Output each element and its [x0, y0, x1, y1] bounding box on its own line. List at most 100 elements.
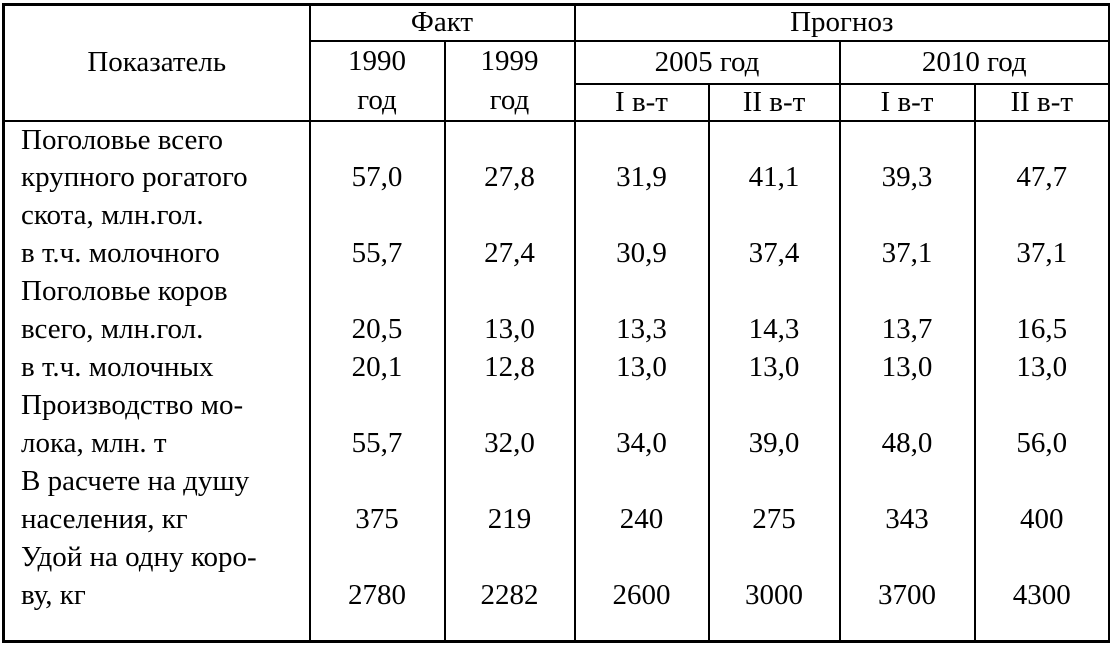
value-cell-r3-c5: 13,0	[973, 348, 1110, 387]
row-label: В расчете на душу	[2, 462, 311, 501]
value-cell-r2-c4: 13,7	[838, 310, 976, 349]
spacer-cell	[973, 614, 1110, 642]
row-label: в т.ч. молочного	[2, 234, 311, 273]
table-row-line: Поголовье коров	[2, 272, 1110, 311]
value-cell-r6-c1	[443, 538, 576, 577]
table-row-line: скота, млн.гол.	[2, 196, 1110, 235]
spacer-cell	[707, 614, 841, 642]
value-cell-r0-c3: 41,1	[707, 158, 841, 197]
row-label: населения, кг	[2, 500, 311, 539]
value-cell-r6-c3	[707, 538, 841, 577]
value-cell-r6-c5	[973, 538, 1110, 577]
header-row-years: 1990 год 1999 год 2005 год 2010 год	[4, 39, 1110, 122]
value-cell-r4-c4	[838, 386, 976, 425]
value-cell-r1-c5: 37,1	[973, 234, 1110, 273]
table-row-line: населения, кг 375 219 240 275 343 400	[2, 500, 1110, 539]
header-row-groups: Показатель Факт Прогноз	[2, 3, 1110, 122]
value-cell-r2-c3: 14,3	[707, 310, 841, 349]
header-variant-2005-1: I в-т	[573, 82, 710, 122]
value-cell-r2-c0: 20,5	[308, 310, 446, 349]
value-cell-r6-c2	[573, 538, 710, 577]
value-cell-r5-c0	[308, 462, 446, 501]
header-variant-2005-2: II в-т	[707, 82, 841, 122]
value-cell-r0-c1: 27,8	[443, 158, 576, 197]
value-cell-r5-c1: 219	[443, 500, 576, 539]
table-row-line: В расчете на душу	[2, 462, 1110, 501]
value-cell-r2-c1: 13,0	[443, 310, 576, 349]
value-cell-r3-c4: 13,0	[838, 348, 976, 387]
value-cell-r0-c4	[838, 120, 976, 159]
value-cell-r4-c2	[573, 386, 710, 425]
table-row-line: ву, кг 2780 2282 2600 3000 3700 4300	[2, 576, 1110, 615]
table-row-line: лока, млн. т 55,7 32,0 34,0 39,0 48,0 56,0	[2, 424, 1110, 463]
value-cell-r1-c2: 30,9	[573, 234, 710, 273]
value-cell-r0-c3	[707, 196, 841, 235]
value-cell-r0-c1	[443, 120, 576, 159]
value-cell-r0-c2	[573, 196, 710, 235]
value-cell-r0-c5	[973, 120, 1110, 159]
row-label: Производство мо-	[2, 386, 311, 425]
header-variant-2010-1: I в-т	[838, 82, 976, 122]
row-label: Поголовье коров	[2, 272, 311, 311]
value-cell-r5-c4: 343	[838, 500, 976, 539]
table-row-line: Поголовье всего	[2, 120, 1110, 159]
spacer-cell	[838, 614, 976, 642]
spacer-cell	[2, 614, 311, 642]
value-cell-r2-c4	[838, 272, 976, 311]
row-label: Удой на одну коро-	[2, 538, 311, 577]
value-cell-r0-c0	[308, 196, 446, 235]
header-year-1990: 1990 год	[308, 39, 446, 122]
value-cell-r6-c0: 2780	[308, 576, 446, 615]
value-cell-r0-c5: 47,7	[973, 158, 1110, 197]
value-cell-r0-c4	[838, 196, 976, 235]
value-cell-r0-c0	[308, 120, 446, 159]
value-cell-r0-c2: 31,9	[573, 158, 710, 197]
value-cell-r6-c4: 3700	[838, 576, 976, 615]
table-row-line: Удой на одну коро-	[2, 538, 1110, 577]
value-cell-r5-c3: 275	[707, 500, 841, 539]
value-cell-r4-c5	[973, 386, 1110, 425]
value-cell-r4-c5: 56,0	[973, 424, 1110, 463]
spacer-cell	[573, 614, 710, 642]
data-table: Показатель Факт Прогноз 1990 год 1999 го…	[2, 3, 1110, 643]
value-cell-r0-c5	[973, 196, 1110, 235]
value-cell-r5-c2	[573, 462, 710, 501]
table-header: Показатель Факт Прогноз 1990 год 1999 го…	[2, 3, 1110, 122]
value-cell-r4-c0	[308, 386, 446, 425]
value-cell-r5-c2: 240	[573, 500, 710, 539]
value-cell-r6-c2: 2600	[573, 576, 710, 615]
header-year-2005: 2005 год	[573, 39, 841, 85]
value-cell-r4-c1	[443, 386, 576, 425]
value-cell-r0-c3	[707, 120, 841, 159]
row-label: скота, млн.гол.	[2, 196, 311, 235]
value-cell-r5-c0: 375	[308, 500, 446, 539]
value-cell-r5-c5	[973, 462, 1110, 501]
header-year-2010: 2010 год	[838, 39, 1110, 85]
table-row-line: в т.ч. молочных 20,1 12,8 13,0 13,0 13,0 13,0	[2, 348, 1110, 387]
value-cell-r2-c5: 16,5	[973, 310, 1110, 349]
table-row-line: Производство мо-	[2, 386, 1110, 425]
value-cell-r1-c0: 55,7	[308, 234, 446, 273]
value-cell-r3-c3: 13,0	[707, 348, 841, 387]
value-cell-r2-c5	[973, 272, 1110, 311]
value-cell-r1-c1: 27,4	[443, 234, 576, 273]
row-label: всего, млн.гол.	[2, 310, 311, 349]
header-year-1999: 1999 год	[443, 39, 576, 122]
spacer-cell	[308, 614, 446, 642]
row-label: лока, млн. т	[2, 424, 311, 463]
table-row-line: в т.ч. молочного 55,7 27,4 30,9 37,4 37,1 37,1	[2, 234, 1110, 273]
spacer-cell	[443, 614, 576, 642]
value-cell-r4-c3: 39,0	[707, 424, 841, 463]
value-cell-r2-c2: 13,3	[573, 310, 710, 349]
value-cell-r3-c0: 20,1	[308, 348, 446, 387]
value-cell-r0-c0: 57,0	[308, 158, 446, 197]
bottom-spacer-row	[2, 614, 1110, 642]
header-fact: Факт	[308, 3, 576, 42]
value-cell-r5-c3	[707, 462, 841, 501]
row-label: в т.ч. молочных	[2, 348, 311, 387]
value-cell-r6-c3: 3000	[707, 576, 841, 615]
header-indicator: Показатель	[2, 3, 311, 122]
value-cell-r5-c1	[443, 462, 576, 501]
value-cell-r2-c0	[308, 272, 446, 311]
